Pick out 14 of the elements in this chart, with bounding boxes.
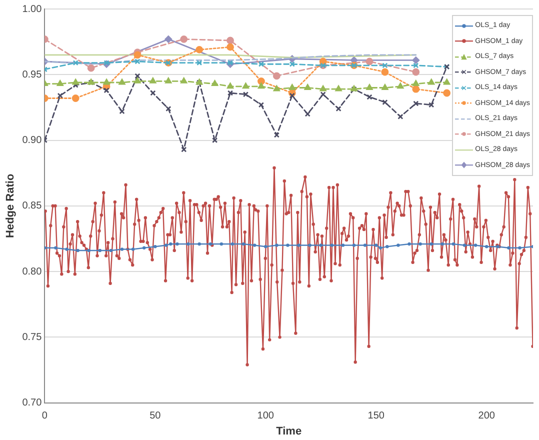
x-tick-label: 150	[368, 410, 385, 422]
y-tick-label: 0.70	[22, 398, 42, 409]
x-tick-label: 0	[42, 410, 48, 422]
x-tick-label: 100	[257, 410, 274, 422]
y-tick-label: 0.75	[22, 332, 42, 343]
y-tick-label: 0.80	[22, 266, 42, 278]
y-tick-label: 0.90	[22, 135, 42, 146]
x-tick-label: 200	[478, 410, 496, 422]
y-axis-title: Hedge Ratio	[4, 174, 17, 238]
x-tick-label: 50	[150, 410, 162, 422]
x-axis-title: Time	[276, 425, 302, 438]
y-tick-label: 0.85	[22, 200, 42, 212]
y-tick-label: 1.00	[22, 4, 42, 15]
y-tick-label: 0.95	[22, 69, 42, 80]
